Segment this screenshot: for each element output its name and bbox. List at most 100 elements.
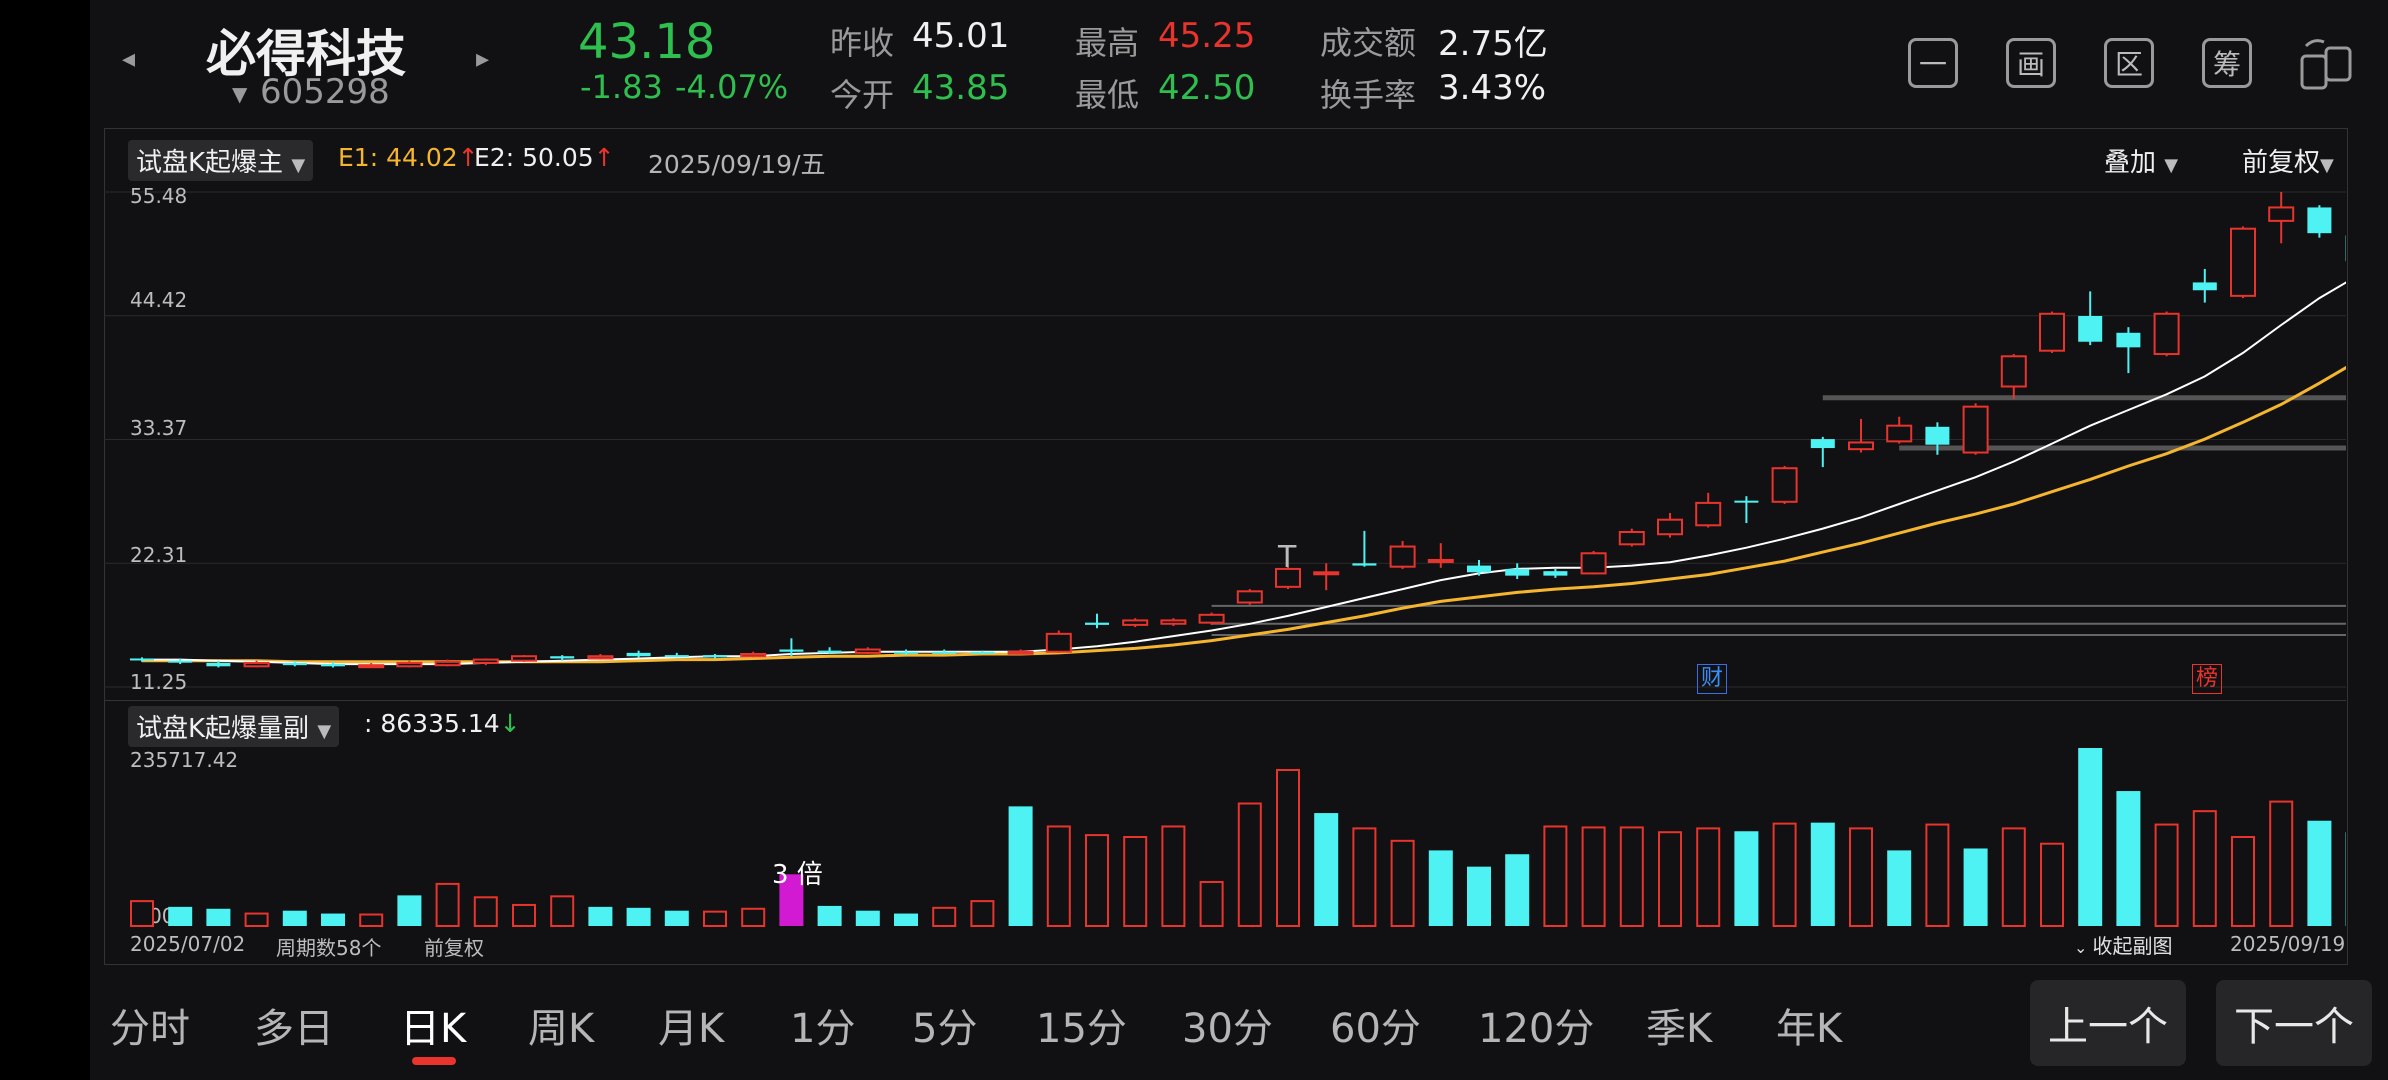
tab-jik[interactable]: 季K (1646, 1006, 1713, 1052)
adjust-dropdown[interactable]: 前复权▼ (2242, 148, 2334, 178)
main-indicator-dropdown[interactable]: 试盘K起爆主 ▼ (128, 140, 314, 181)
open-value: 43.85 (912, 68, 1010, 108)
volume-bar (512, 903, 536, 928)
volume-bar (1887, 850, 1912, 926)
volume-bar (1658, 831, 1682, 927)
volume-bar (244, 912, 269, 928)
candle-body (2230, 227, 2256, 297)
candle-body (321, 664, 345, 667)
volume-indicator-dropdown[interactable]: 试盘K起爆量副 ▼ (128, 706, 340, 747)
volume-bar (2192, 810, 2217, 927)
volume-bar (1963, 848, 1988, 926)
volume-bar (1390, 839, 1415, 927)
current-price: 43.18 (578, 14, 716, 70)
volume-bar (321, 913, 345, 926)
volume-bar (1505, 854, 1530, 926)
volume-bar (473, 896, 498, 928)
volume-bar (2269, 800, 2294, 927)
candle-body (1160, 619, 1187, 625)
chips-icon[interactable]: 筹 (2202, 38, 2252, 88)
candle-body (550, 656, 575, 659)
turnover-label: 换手率 (1320, 76, 1417, 114)
prev-button[interactable]: 上一个 (2030, 980, 2186, 1066)
tab-fenshi[interactable]: 分时 (110, 1006, 190, 1052)
volume-indicator-label: 试盘K起爆量副 (136, 714, 310, 744)
candle-body (1236, 590, 1263, 604)
volume-bar (130, 900, 154, 928)
tab-zhouk[interactable]: 周K (528, 1006, 595, 1052)
volume-bar (2307, 820, 2332, 926)
candle-body (1848, 441, 1874, 451)
volume-bar (1314, 813, 1339, 926)
candle-body (703, 655, 727, 658)
tab-30min[interactable]: 30分 (1182, 1006, 1273, 1052)
tab-5min[interactable]: 5分 (912, 1006, 978, 1052)
volume-bar (932, 906, 957, 927)
volume-bar (1237, 802, 1262, 927)
tab-duori[interactable]: 多日 (254, 1006, 334, 1052)
candle-body (854, 648, 881, 654)
volume-bar (397, 895, 422, 926)
volume-bar (168, 906, 193, 926)
candle-body (2000, 355, 2027, 388)
prev-stock-arrow[interactable]: ◂ (122, 44, 136, 74)
candle-body (817, 650, 842, 653)
candle-body (1505, 568, 1530, 576)
active-tab-indicator (412, 1057, 456, 1065)
up-arrow-icon: ↑ (593, 143, 615, 172)
ma-fast-line (142, 281, 2346, 666)
overlay-dropdown[interactable]: 叠加 ▼ (2104, 148, 2179, 178)
left-black-strip (0, 0, 90, 1080)
volume-bar (2231, 836, 2255, 927)
rotate-screen-icon[interactable] (2296, 34, 2356, 94)
volume-bar (817, 905, 842, 926)
candlestick-chart[interactable] (104, 182, 2346, 697)
stock-name[interactable]: 必得科技 (206, 25, 406, 83)
candle-body (2039, 312, 2065, 352)
tab-60min[interactable]: 60分 (1330, 1006, 1421, 1052)
tab-120min[interactable]: 120分 (1478, 1006, 1595, 1052)
tab-yuek[interactable]: 月K (658, 1006, 725, 1052)
volume-bar (664, 910, 689, 926)
tab-1min[interactable]: 1分 (790, 1006, 856, 1052)
rank-badge[interactable]: 榜 (2192, 664, 2222, 694)
volume-bar (1772, 822, 1797, 927)
candle-body (2307, 207, 2332, 234)
candle-body (1122, 619, 1149, 626)
volume-bar (550, 895, 575, 927)
volume-bar (1810, 822, 1835, 926)
dropdown-arrow-icon: ▼ (2320, 155, 2334, 176)
candle-body (1962, 405, 1989, 454)
tab-niank[interactable]: 年K (1776, 1006, 1843, 1052)
ytick-label: 33.37 (130, 416, 188, 440)
finance-badge[interactable]: 财 (1697, 664, 1727, 694)
candle-body (932, 651, 957, 654)
draw-icon[interactable]: 画 (2006, 38, 2056, 88)
next-button[interactable]: 下一个 (2216, 980, 2372, 1066)
volume-bar (435, 882, 460, 927)
collapse-subchart-button[interactable]: ⌄ 收起副图 (2074, 934, 2173, 958)
turnover-value: 3.43% (1438, 68, 1547, 108)
dropdown-arrow-icon[interactable]: ▼ (232, 82, 248, 106)
range-icon[interactable]: 区 (2104, 38, 2154, 88)
minimize-icon[interactable]: 一 (1908, 38, 1958, 88)
volume-bar (359, 913, 384, 927)
candle-body (434, 660, 461, 667)
volume-panel-divider (104, 700, 2346, 701)
candle-body (130, 658, 154, 661)
high-value: 45.25 (1158, 16, 1256, 56)
volume-bar (855, 910, 880, 926)
volume-bar (282, 910, 307, 926)
period-count: 周期数58个 (276, 936, 382, 960)
candle-body (740, 652, 767, 658)
volume-bar (1467, 866, 1491, 926)
tab-rik[interactable]: 日K (400, 1006, 467, 1052)
tab-15min[interactable]: 15分 (1036, 1006, 1127, 1052)
dropdown-arrow-icon: ▼ (2164, 155, 2179, 176)
candle-body (1389, 545, 1416, 568)
candle-body (1467, 565, 1491, 573)
next-stock-arrow[interactable]: ▸ (476, 44, 490, 74)
footer-adjust: 前复权 (424, 936, 484, 960)
candle-body (1810, 439, 1835, 449)
volume-chart[interactable] (104, 740, 2346, 930)
